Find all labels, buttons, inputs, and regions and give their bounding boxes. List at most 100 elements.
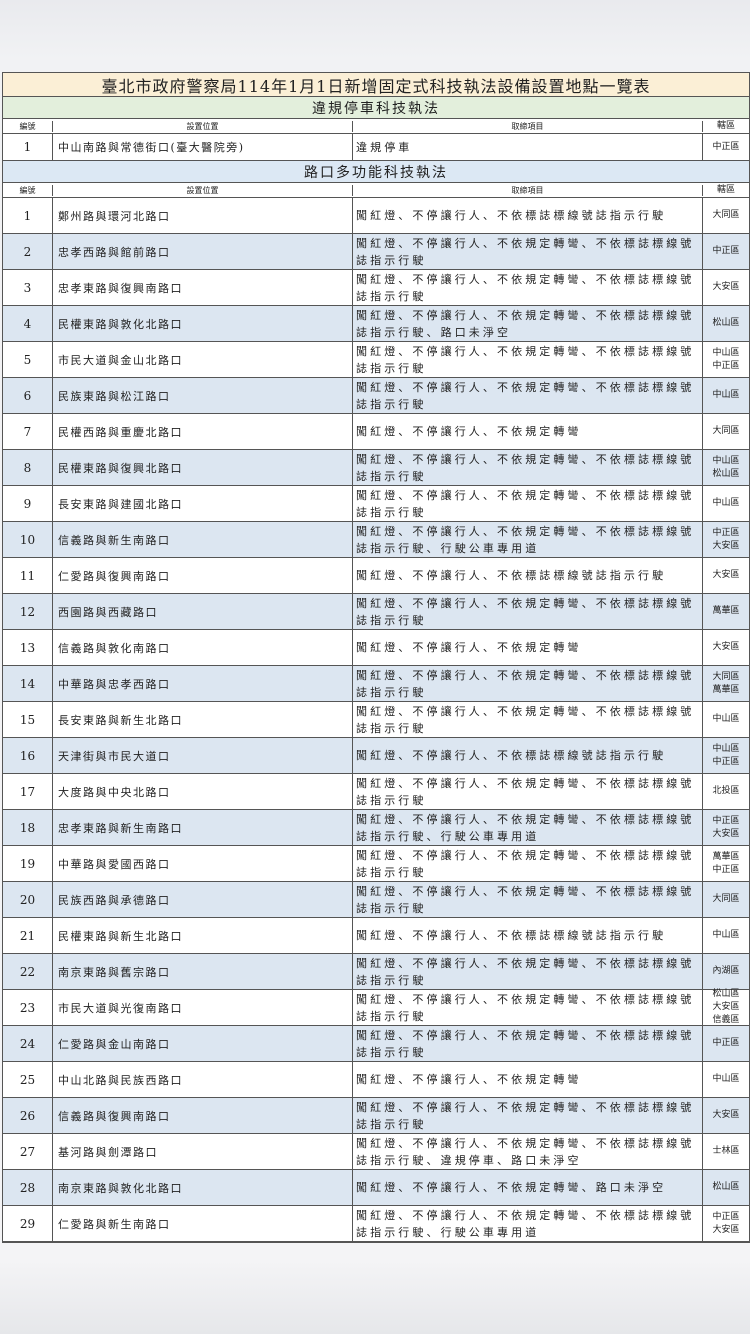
- table-row: 26 信義路與復興南路口 闖紅燈、不停讓行人、不依規定轉彎、不依標誌標線號誌指示行駛…: [3, 1098, 749, 1134]
- row-items: 闖紅燈、不停讓行人、不依規定轉彎: [353, 414, 703, 449]
- table-row: 14 中華路與忠孝西路口 闖紅燈、不停讓行人、不依規定轉彎、不依標誌標線號誌指示行駛…: [3, 666, 749, 702]
- district-name: 中正區: [712, 246, 740, 256]
- row-location: 中山南路與常德街口(臺大醫院旁): [53, 134, 353, 160]
- row-district: 大安區: [703, 270, 749, 305]
- table-row: 3 忠孝東路與復興南路口 闖紅燈、不停讓行人、不依規定轉彎、不依標誌標線號誌指示行駛…: [3, 270, 749, 306]
- district-name: 大安區: [712, 540, 740, 551]
- row-number: 6: [3, 378, 53, 413]
- row-items: 闖紅燈、不停讓行人、不依規定轉彎、路口未淨空: [353, 1170, 703, 1205]
- row-number: 29: [3, 1206, 53, 1241]
- row-location: 忠孝西路與館前路口: [53, 234, 353, 269]
- row-number: 28: [3, 1170, 53, 1205]
- row-items: 闖紅燈、不停讓行人、不依規定轉彎、不依標誌標線號誌指示行駛: [353, 234, 703, 269]
- row-number: 15: [3, 702, 53, 737]
- row-number: 19: [3, 846, 53, 881]
- row-items: 闖紅燈、不停讓行人、不依規定轉彎、不依標誌標線號誌指示行駛: [353, 882, 703, 917]
- table-title: 臺北市政府警察局114年1月1日新增固定式科技執法設備設置地點一覽表: [3, 73, 749, 97]
- row-items: 闖紅燈、不停讓行人、不依規定轉彎、不依標誌標線號誌指示行駛: [353, 486, 703, 521]
- row-location: 仁愛路與金山南路口: [53, 1026, 353, 1061]
- district-name: 松山區: [712, 1182, 740, 1192]
- header-location: 設置位置: [53, 184, 353, 196]
- row-items: 闖紅燈、不停讓行人、不依規定轉彎、不依標誌標線號誌指示行駛、路口未淨空: [353, 306, 703, 341]
- row-district: 大同區: [703, 882, 749, 917]
- row-items: 闖紅燈、不停讓行人、不依規定轉彎、不依標誌標線號誌指示行駛、行駛公車專用道: [353, 522, 703, 557]
- row-number: 26: [3, 1098, 53, 1133]
- table-row: 11 仁愛路與復興南路口 闖紅燈、不停讓行人、不依標誌標線號誌指示行駛 大安區: [3, 558, 749, 594]
- row-number: 24: [3, 1026, 53, 1061]
- row-items: 闖紅燈、不停讓行人、不依規定轉彎、不依標誌標線號誌指示行駛: [353, 270, 703, 305]
- district-name: 大同區: [712, 210, 740, 220]
- header-district: 轄區: [716, 184, 735, 195]
- row-location: 信義路與復興南路口: [53, 1098, 353, 1133]
- column-header-row: 編號 設置位置 取締項目 轄區: [3, 183, 749, 198]
- table-row: 16 天津街與市民大道口 闖紅燈、不停讓行人、不依標誌標線號誌指示行駛 中山區 中正區: [3, 738, 749, 774]
- row-location: 中華路與愛國西路口: [53, 846, 353, 881]
- row-items: 闖紅燈、不停讓行人、不依規定轉彎、不依標誌標線號誌指示行駛: [353, 702, 703, 737]
- row-items: 闖紅燈、不停讓行人、不依標誌標線號誌指示行駛: [353, 198, 703, 233]
- row-district: 中正區: [703, 134, 749, 160]
- row-location: 長安東路與新生北路口: [53, 702, 353, 737]
- table-row: 7 民權西路與重慶北路口 闖紅燈、不停讓行人、不依規定轉彎 大同區: [3, 414, 749, 450]
- row-district: 中正區 大安區: [703, 810, 749, 845]
- table-row: 29 仁愛路與新生南路口 闖紅燈、不停讓行人、不依規定轉彎、不依標誌標線號誌指示行駛…: [3, 1206, 749, 1242]
- table-row: 5 市民大道與金山北路口 闖紅燈、不停讓行人、不依規定轉彎、不依標誌標線號誌指示行駛…: [3, 342, 749, 378]
- row-items: 闖紅燈、不停讓行人、不依規定轉彎、不依標誌標線號誌指示行駛: [353, 990, 703, 1025]
- table-row: 24 仁愛路與金山南路口 闖紅燈、不停讓行人、不依規定轉彎、不依標誌標線號誌指示行駛…: [3, 1026, 749, 1062]
- district-name: 大安區: [712, 828, 740, 839]
- row-items: 闖紅燈、不停讓行人、不依規定轉彎、不依標誌標線號誌指示行駛: [353, 594, 703, 629]
- district-name: 士林區: [712, 1146, 740, 1156]
- row-district: 中正區 大安區: [703, 522, 749, 557]
- row-number: 25: [3, 1062, 53, 1097]
- table-row: 25 中山北路與民族西路口 闖紅燈、不停讓行人、不依規定轉彎 中山區: [3, 1062, 749, 1098]
- row-district: 大安區: [703, 558, 749, 593]
- district-name: 信義區: [712, 1015, 740, 1025]
- row-number: 4: [3, 306, 53, 341]
- row-number: 12: [3, 594, 53, 629]
- row-district: 中正區: [703, 234, 749, 269]
- row-location: 民權東路與敦化北路口: [53, 306, 353, 341]
- row-items: 闖紅燈、不停讓行人、不依規定轉彎、不依標誌標線號誌指示行駛、行駛公車專用道: [353, 1206, 703, 1241]
- row-location: 鄭州路與環河北路口: [53, 198, 353, 233]
- row-district: 中山區: [703, 378, 749, 413]
- row-items: 闖紅燈、不停讓行人、不依標誌標線號誌指示行駛: [353, 558, 703, 593]
- row-items: 闖紅燈、不停讓行人、不依規定轉彎: [353, 1062, 703, 1097]
- district-name: 中山區: [712, 1074, 740, 1084]
- row-items: 闖紅燈、不停讓行人、不依規定轉彎、不依標誌標線號誌指示行駛: [353, 846, 703, 881]
- district-name: 大安區: [712, 1224, 740, 1235]
- district-name: 中山區: [712, 455, 740, 466]
- row-number: 1: [3, 198, 53, 233]
- district-name: 中正區: [712, 527, 740, 538]
- row-number: 5: [3, 342, 53, 377]
- row-district: 大同區: [703, 198, 749, 233]
- district-name: 大安區: [712, 570, 740, 580]
- table-row: 23 市民大道與光復南路口 闖紅燈、不停讓行人、不依規定轉彎、不依標誌標線號誌指示行…: [3, 989, 749, 1026]
- row-location: 南京東路與敦化北路口: [53, 1170, 353, 1205]
- row-location: 仁愛路與新生南路口: [53, 1206, 353, 1241]
- table-row: 15 長安東路與新生北路口 闖紅燈、不停讓行人、不依規定轉彎、不依標誌標線號誌指示行…: [3, 702, 749, 738]
- row-location: 南京東路與舊宗路口: [53, 954, 353, 989]
- district-name: 大安區: [712, 642, 740, 652]
- table-row: 9 長安東路與建國北路口 闖紅燈、不停讓行人、不依規定轉彎、不依標誌標線號誌指示行駛…: [3, 486, 749, 522]
- district-name: 萬華區: [712, 851, 740, 862]
- table-row: 12 西園路與西藏路口 闖紅燈、不停讓行人、不依規定轉彎、不依標誌標線號誌指示行駛萬…: [3, 594, 749, 630]
- row-location: 民權東路與復興北路口: [53, 450, 353, 485]
- row-location: 中華路與忠孝西路口: [53, 666, 353, 701]
- row-location: 民族西路與承德路口: [53, 882, 353, 917]
- district-name: 中正區: [712, 360, 740, 371]
- row-number: 10: [3, 522, 53, 557]
- row-number: 2: [3, 234, 53, 269]
- header-district: 轄區: [716, 120, 735, 131]
- row-district: 中山區: [703, 702, 749, 737]
- table-row: 18 忠孝東路與新生南路口 闖紅燈、不停讓行人、不依規定轉彎、不依標誌標線號誌指示行…: [3, 810, 749, 846]
- row-items: 闖紅燈、不停讓行人、不依標誌標線號誌指示行駛: [353, 738, 703, 773]
- enforcement-locations-table: 臺北市政府警察局114年1月1日新增固定式科技執法設備設置地點一覽表 違規停車科…: [2, 72, 750, 1243]
- row-location: 仁愛路與復興南路口: [53, 558, 353, 593]
- table-row: 27 基河路與劍潭路口 闖紅燈、不停讓行人、不依規定轉彎、不依標誌標線號誌指示行駛、…: [3, 1134, 749, 1170]
- row-number: 8: [3, 450, 53, 485]
- row-location: 長安東路與建國北路口: [53, 486, 353, 521]
- row-items: 闖紅燈、不停讓行人、不依規定轉彎、不依標誌標線號誌指示行駛: [353, 378, 703, 413]
- row-location: 民族東路與松江路口: [53, 378, 353, 413]
- row-location: 民權西路與重慶北路口: [53, 414, 353, 449]
- row-district: 中正區: [703, 1026, 749, 1061]
- table-row: 17 大度路與中央北路口 闖紅燈、不停讓行人、不依規定轉彎、不依標誌標線號誌指示行駛…: [3, 774, 749, 810]
